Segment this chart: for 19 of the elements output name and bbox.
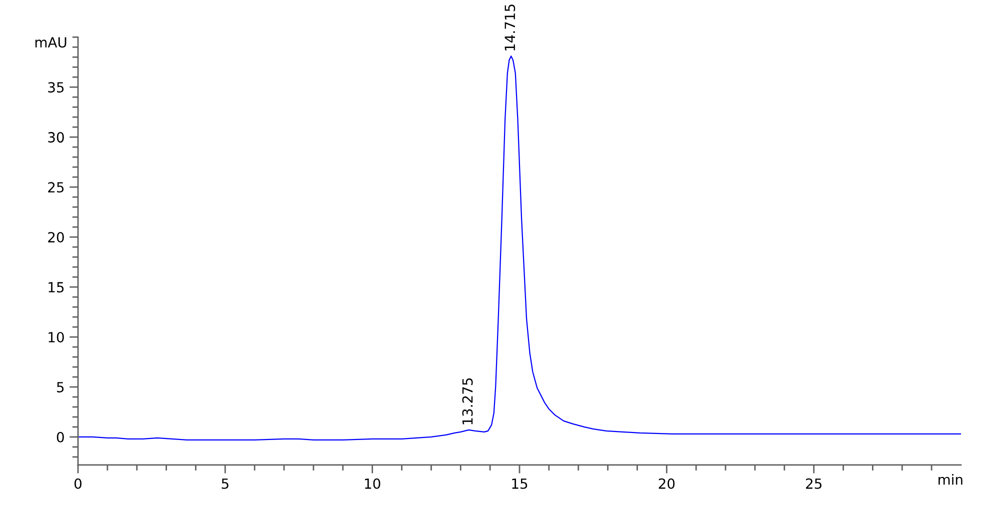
y-tick-label: 30 xyxy=(48,132,64,143)
x-tick-label: 0 xyxy=(74,478,82,489)
x-tick-label: 10 xyxy=(365,478,380,489)
y-tick-label: 25 xyxy=(48,182,64,193)
y-tick-label: 15 xyxy=(48,282,64,292)
y-tick-label: 0 xyxy=(56,432,64,442)
y-axis-title: mAU xyxy=(35,37,66,48)
y-tick-label: 35 xyxy=(48,82,64,93)
annotation: 14.715 xyxy=(504,4,516,50)
x-tick-label: 25 xyxy=(806,478,822,489)
line-series xyxy=(78,56,961,441)
x-tick-label: 20 xyxy=(658,478,675,489)
y-tick-label: 5 xyxy=(57,382,64,392)
x-axis-title: min xyxy=(938,474,962,485)
x-tick-label: 15 xyxy=(512,478,528,489)
annotation: 13.275 xyxy=(462,378,473,424)
y-tick-label: 20 xyxy=(48,232,64,243)
x-tick-label: 5 xyxy=(222,478,228,489)
y-tick-label: 10 xyxy=(48,332,64,342)
